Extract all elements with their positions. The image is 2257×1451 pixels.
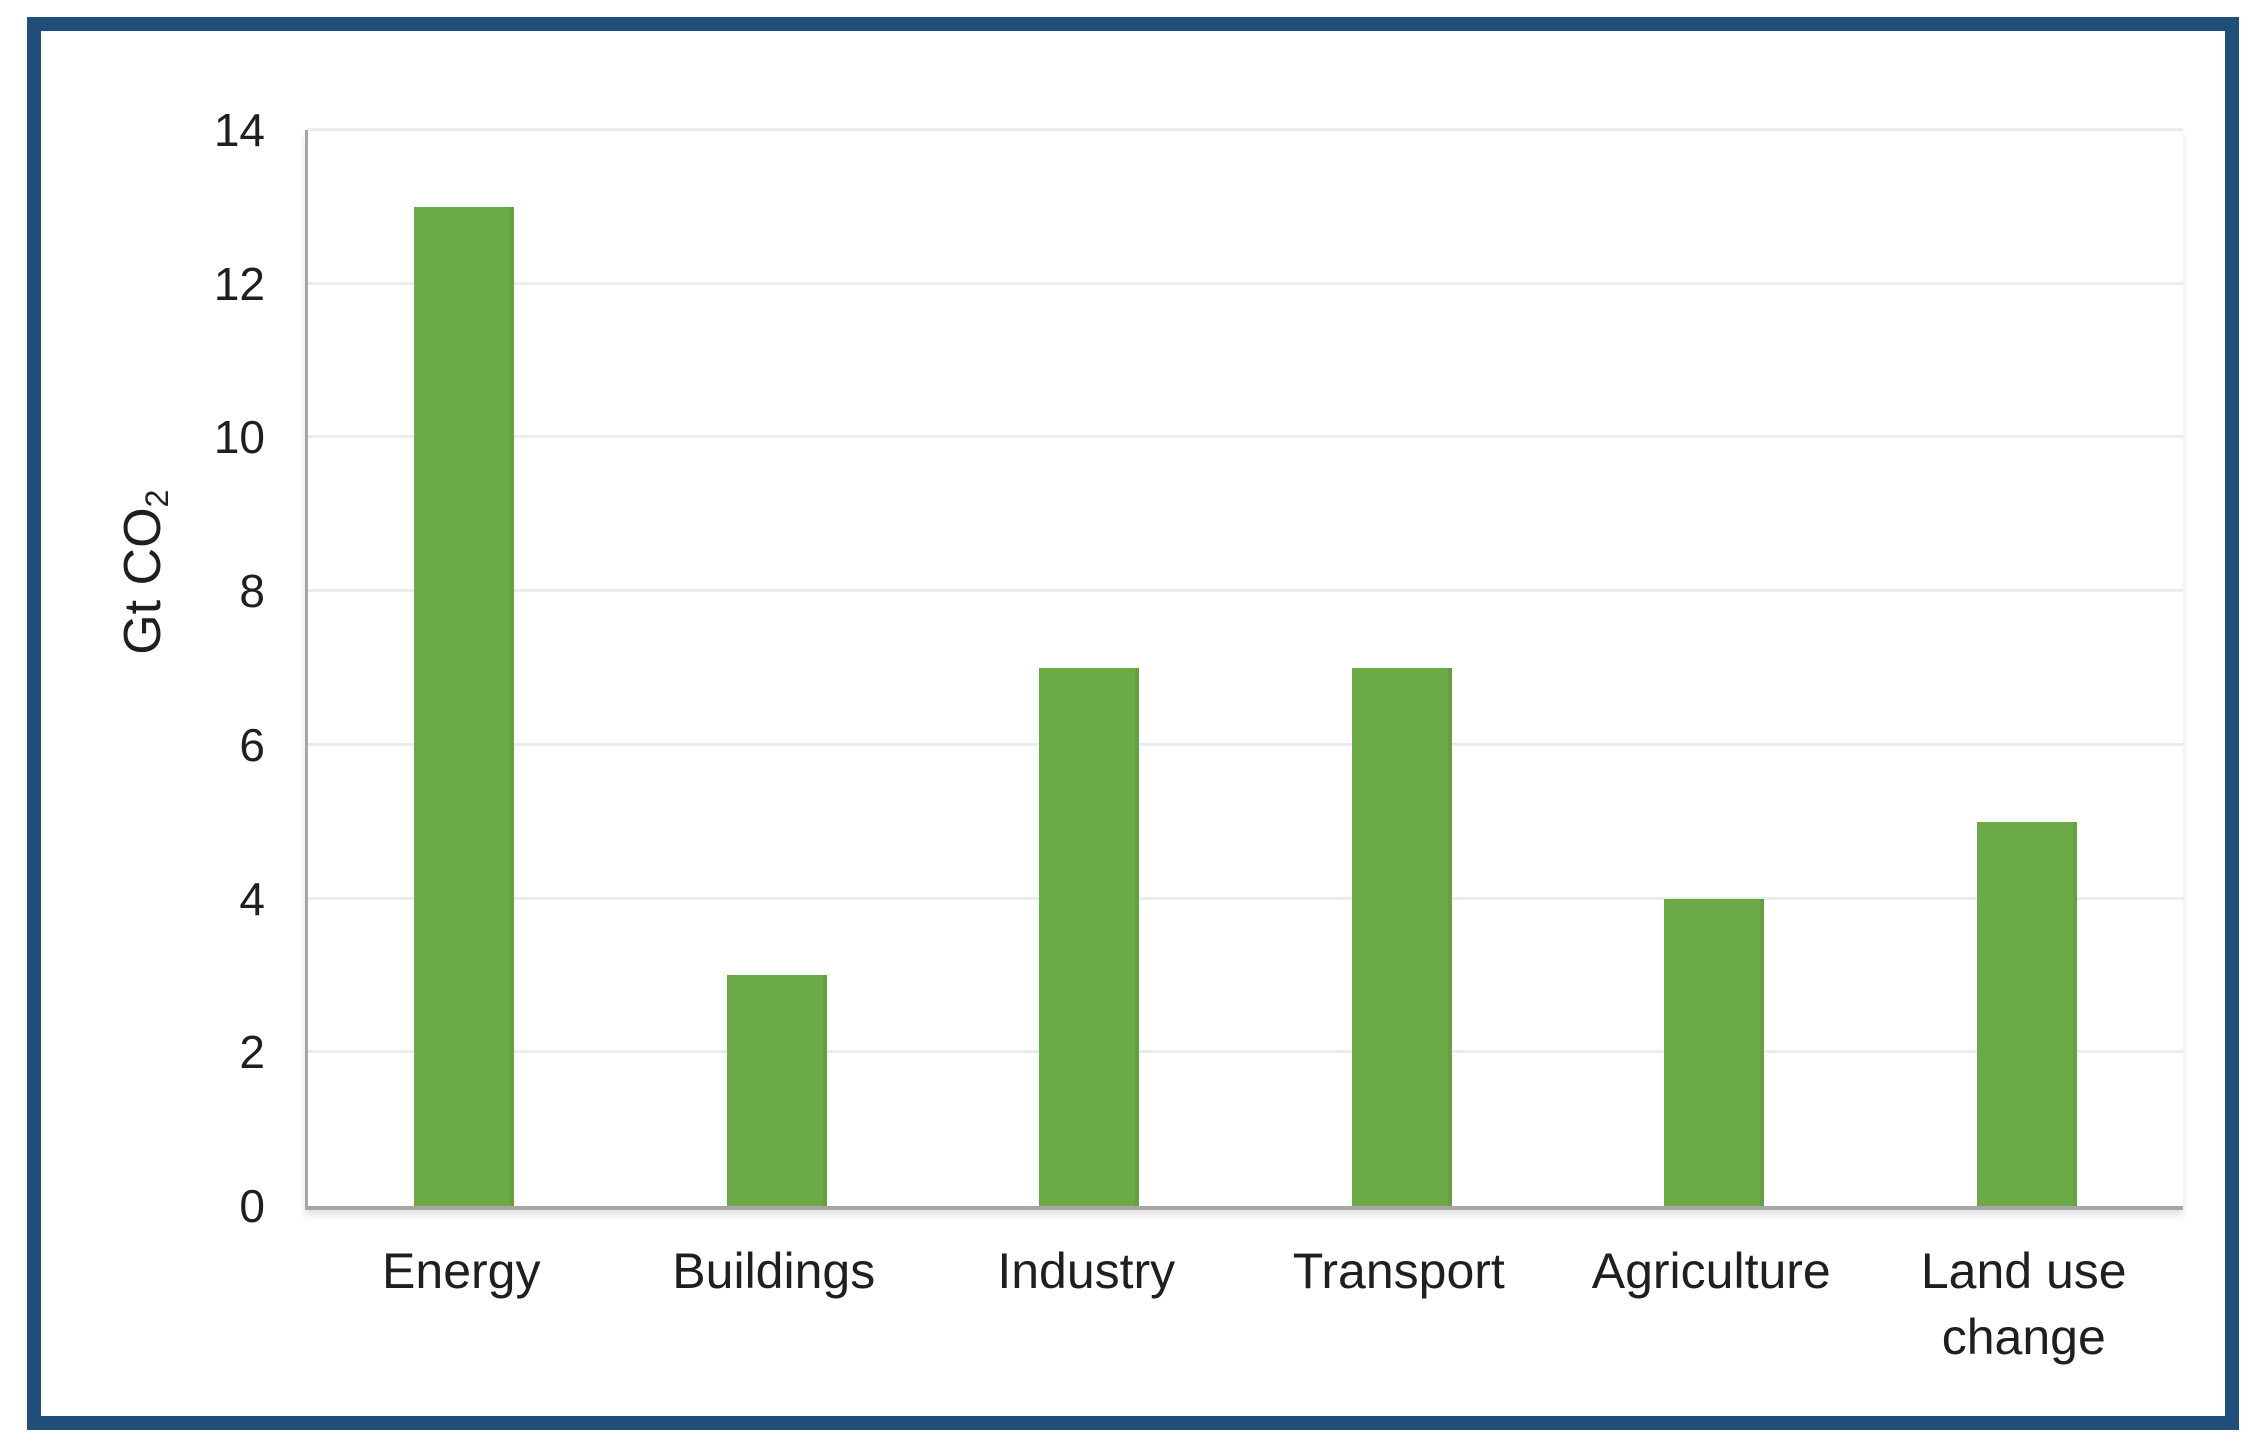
x-category-label-land-use-change: Land use change (1920, 1243, 2127, 1365)
bar-slot-land-use-change (1871, 130, 2184, 1206)
y-tick-label-0: 0 (239, 1180, 265, 1232)
y-axis-labels: 0 2 4 6 8 10 12 14 (0, 107, 265, 1229)
y-tick-label-10: 10 (213, 411, 265, 464)
y-tick-label-8: 8 (239, 565, 265, 618)
gridlines (308, 128, 2183, 1206)
x-category-label-buildings: Buildings (672, 1243, 876, 1299)
bars (308, 130, 2183, 1206)
x-axis-labels: Energy Buildings Industry Transport Agricult… (305, 1238, 2180, 1370)
y-tick-label-12: 12 (213, 257, 265, 310)
gridline-14 (308, 128, 2183, 131)
bar-slot-buildings (621, 130, 934, 1206)
bar-slot-transport (1246, 130, 1559, 1206)
gridline-10 (308, 435, 2183, 439)
gridline-4 (308, 896, 2183, 900)
bar-land-use-change (1976, 821, 2077, 1206)
y-tick-label-2: 2 (239, 1026, 265, 1079)
gridline-6 (308, 742, 2183, 746)
bar-slot-industry (933, 130, 1246, 1206)
x-category-label-energy: Energy (382, 1243, 541, 1299)
bar-agriculture (1664, 898, 1765, 1206)
bar-slot-agriculture (1558, 130, 1871, 1206)
bar-buildings (726, 975, 827, 1206)
y-tick-label-14: 14 (213, 104, 265, 156)
bar-industry (1039, 668, 1140, 1206)
x-category-label-agriculture: Agriculture (1591, 1243, 1831, 1299)
x-category-label-industry: Industry (997, 1243, 1176, 1299)
gridline-8 (308, 589, 2183, 593)
plot-area (305, 128, 2183, 1210)
y-tick-label-4: 4 (239, 872, 265, 925)
gridline-2 (308, 1050, 2183, 1054)
bar-energy (414, 206, 515, 1206)
x-category-label-transport: Transport (1292, 1243, 1505, 1299)
gridline-12 (308, 281, 2183, 285)
bar-transport (1351, 668, 1452, 1206)
bar-slot-energy (308, 130, 621, 1206)
y-tick-label-6: 6 (239, 718, 265, 771)
